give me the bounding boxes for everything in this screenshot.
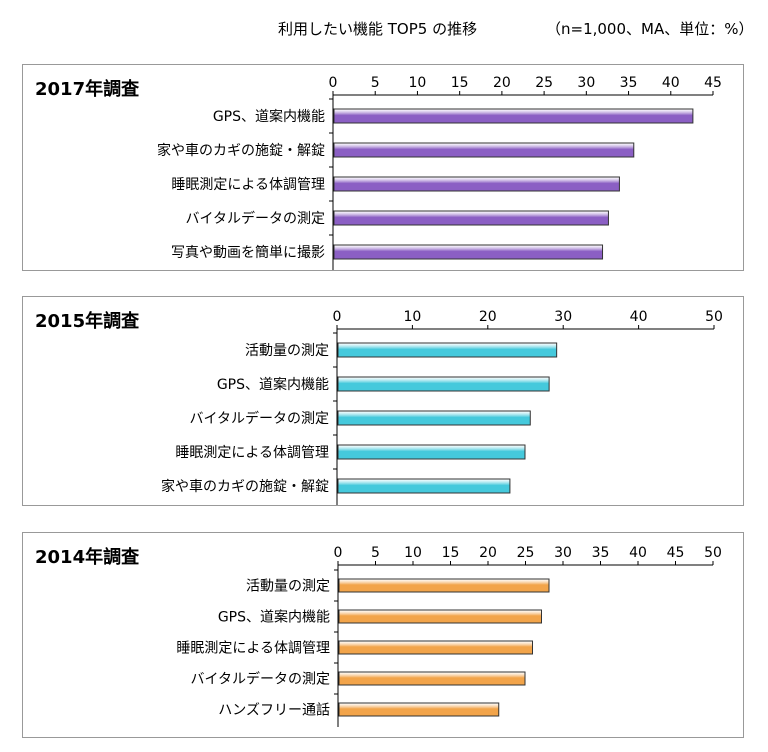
- category-label: バイタルデータの測定: [186, 210, 325, 227]
- x-tick-label: 40: [662, 75, 680, 91]
- x-tick-label: 50: [705, 309, 723, 325]
- chart-panel-2015: 2015年調査 0 10 20 30 40 50 活動量の測定 GPS、道案内機能バイタルデー…: [22, 296, 744, 506]
- chart-panel-2014: 2014年調査 0 5 10 15 20 25 30 35 40 45 50 活動量の測定 GPS、道案…: [22, 532, 744, 738]
- x-tick-label: 40: [629, 545, 647, 561]
- category-label: 睡眠測定による体調管理: [175, 445, 329, 461]
- chart-title-2015: 2015年調査: [35, 311, 140, 332]
- bar: [333, 108, 694, 124]
- x-tick-label: 15: [451, 75, 469, 91]
- page-title: 利用したい機能 TOP5 の推移: [278, 20, 478, 38]
- category-label: バイタルデータの測定: [191, 671, 330, 688]
- x-tick-label: 25: [517, 545, 535, 561]
- x-tick-label: 20: [493, 75, 511, 91]
- bar: [333, 142, 635, 158]
- x-tick-label: 0: [333, 309, 342, 325]
- x-tick-label: 20: [479, 309, 497, 325]
- bar: [338, 609, 542, 624]
- bar: [337, 410, 531, 426]
- x-tick-label: 5: [371, 75, 380, 91]
- bar: [338, 671, 526, 686]
- bar: [333, 176, 620, 192]
- x-tick-label: 30: [554, 545, 572, 561]
- x-tick-label: 30: [577, 75, 595, 91]
- x-tick-label: 15: [442, 545, 460, 561]
- category-label: GPS、道案内機能: [213, 108, 325, 125]
- category-label: 活動量の測定: [245, 343, 329, 359]
- category-label: 写真や動画を簡単に撮影: [171, 244, 325, 261]
- category-label: 睡眠測定による体調管理: [176, 641, 330, 657]
- category-label: 家や車のカギの施錠・解錠: [161, 478, 329, 495]
- x-tick-label: 0: [329, 75, 338, 91]
- bar: [333, 244, 604, 260]
- chart-title-2014: 2014年調査: [35, 547, 140, 568]
- category-label: ハンズフリー通話: [218, 702, 330, 719]
- bar: [338, 702, 500, 717]
- category-label: 睡眠測定による体調管理: [171, 177, 325, 193]
- x-tick-label: 30: [554, 309, 572, 325]
- bar: [337, 342, 558, 358]
- bar: [338, 640, 533, 655]
- x-tick-label: 25: [535, 75, 553, 91]
- x-tick-label: 45: [704, 75, 722, 91]
- bar-chart-2015: 0 10 20 30 40 50 活動量の測定 GPS、道案内機能バイタルデータの測定睡眠測定…: [161, 309, 723, 505]
- x-tick-label: 0: [334, 545, 343, 561]
- bar: [333, 210, 609, 226]
- chart-panel-2017: 2017年調査 0 5 10 15 20 25 30 35 40 45 GPS、道案内機能家や車のカ…: [22, 64, 744, 271]
- category-label: 活動量の測定: [246, 579, 330, 595]
- x-tick-label: 35: [592, 545, 610, 561]
- x-tick-label: 50: [704, 545, 722, 561]
- category-label: 家や車のカギの施錠・解錠: [157, 142, 325, 159]
- x-tick-label: 10: [403, 309, 421, 325]
- x-tick-label: 10: [409, 75, 427, 91]
- x-tick-label: 40: [630, 309, 648, 325]
- category-label: GPS、道案内機能: [217, 376, 329, 393]
- chart-title-2017: 2017年調査: [35, 79, 140, 100]
- sample-note: （n=1,000、MA、単位：%）: [546, 20, 754, 38]
- bar: [337, 478, 511, 494]
- category-label: バイタルデータの測定: [190, 410, 329, 427]
- x-tick-label: 45: [667, 545, 685, 561]
- bar-chart-2014: 0 5 10 15 20 25 30 35 40 45 50 活動量の測定 GPS、道案内機能睡眠測定に…: [176, 545, 722, 727]
- bar: [337, 444, 526, 460]
- bar: [338, 578, 550, 593]
- category-label: GPS、道案内機能: [218, 609, 330, 626]
- x-tick-label: 5: [371, 545, 380, 561]
- bar-chart-2017: 0 5 10 15 20 25 30 35 40 45 GPS、道案内機能家や車のカギの施錠・解錠睡…: [157, 75, 722, 270]
- bar: [337, 376, 550, 392]
- x-tick-label: 35: [620, 75, 638, 91]
- x-tick-label: 10: [404, 545, 422, 561]
- x-tick-label: 20: [479, 545, 497, 561]
